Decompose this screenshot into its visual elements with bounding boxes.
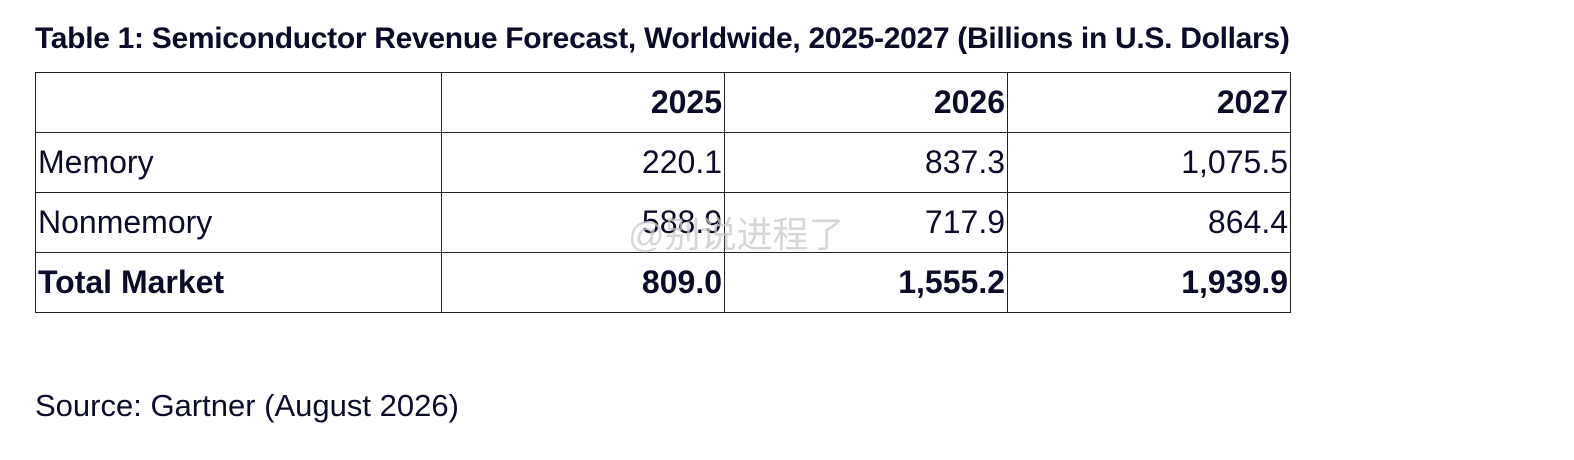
header-cell bbox=[35, 72, 442, 133]
value-cell: 717.9 bbox=[724, 192, 1008, 253]
header-cell: 2025 bbox=[441, 72, 725, 133]
value-cell: 1,555.2 bbox=[724, 252, 1008, 313]
source-note: Source: Gartner (August 2026) bbox=[35, 388, 459, 423]
value-cell: 1,075.5 bbox=[1007, 132, 1291, 193]
header-cell: 2027 bbox=[1007, 72, 1291, 133]
table-row: Memory 220.1 837.3 1,075.5 bbox=[35, 132, 1291, 193]
row-label: Total Market bbox=[35, 252, 442, 313]
header-cell: 2026 bbox=[724, 72, 1008, 133]
revenue-table: 2025 2026 2027 Memory 220.1 837.3 1,075.5 Nonm… bbox=[35, 72, 1291, 313]
row-label: Nonmemory bbox=[35, 192, 442, 253]
header-row: 2025 2026 2027 bbox=[35, 72, 1291, 133]
table-row: Nonmemory 588.9 717.9 864.4 bbox=[35, 192, 1291, 253]
value-cell: 864.4 bbox=[1007, 192, 1291, 253]
value-cell: 1,939.9 bbox=[1007, 252, 1291, 313]
value-cell: 220.1 bbox=[441, 132, 725, 193]
value-cell: 588.9 bbox=[441, 192, 725, 253]
value-cell: 837.3 bbox=[724, 132, 1008, 193]
table-row: Total Market 809.0 1,555.2 1,939.9 bbox=[35, 252, 1291, 313]
row-label: Memory bbox=[35, 132, 442, 193]
value-cell: 809.0 bbox=[441, 252, 725, 313]
table-title: Table 1: Semiconductor Revenue Forecast,… bbox=[35, 22, 1290, 55]
